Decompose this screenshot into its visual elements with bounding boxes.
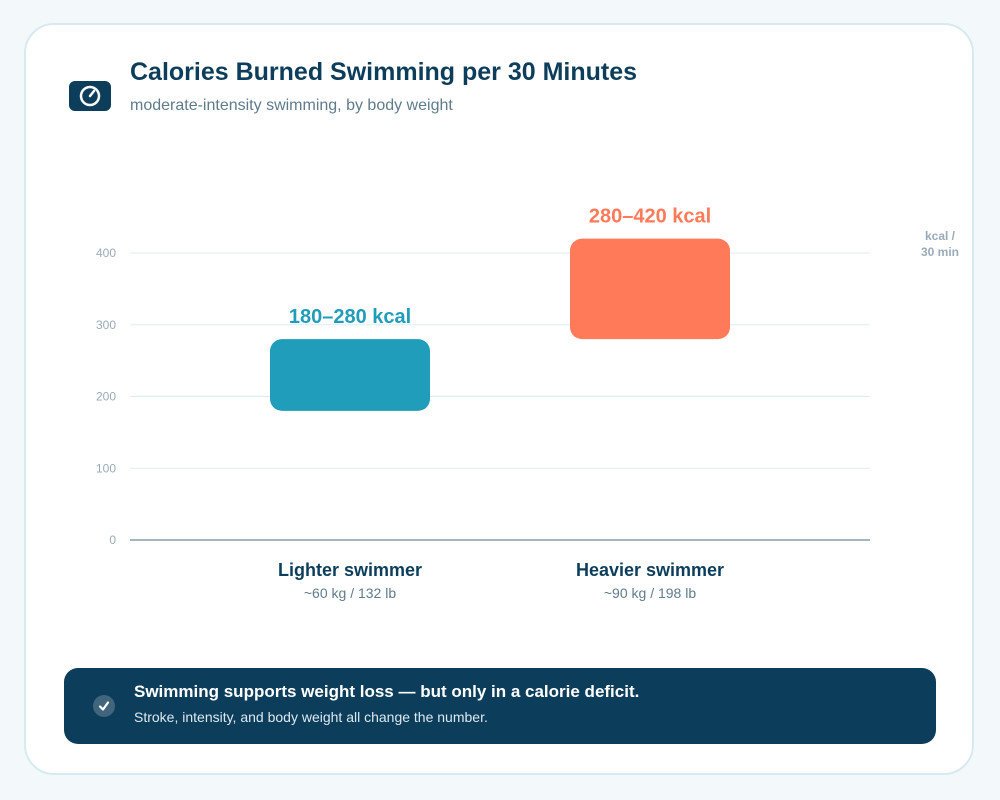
range-value-label: 280–420 kcal <box>589 206 711 228</box>
banner-headline: Swimming supports weight loss — but only… <box>134 682 640 701</box>
y-tick-label: 300 <box>96 318 116 332</box>
y-axis-unit-label: kcal / <box>925 229 956 243</box>
category-label: Lighter swimmer <box>278 560 422 580</box>
chart-card <box>24 23 974 775</box>
range-bar <box>270 339 430 411</box>
range-value-label: 180–280 kcal <box>289 306 411 328</box>
category-sublabel: ~60 kg / 132 lb <box>304 585 396 601</box>
y-axis-unit-label: 30 min <box>921 245 959 259</box>
y-tick-label: 200 <box>96 390 116 404</box>
takeaway-banner: Swimming supports weight loss — but only… <box>64 668 936 744</box>
gauge-icon <box>69 81 111 111</box>
chart-title: Calories Burned Swimming per 30 Minutes <box>130 58 638 86</box>
category-sublabel: ~90 kg / 198 lb <box>604 585 696 601</box>
y-tick-label: 0 <box>109 533 116 547</box>
checkmark-icon <box>93 695 115 717</box>
y-tick-label: 100 <box>96 461 116 475</box>
range-bar <box>570 238 730 340</box>
chart-subtitle: moderate-intensity swimming, by body wei… <box>130 97 453 114</box>
banner-note: Stroke, intensity, and body weight all c… <box>134 709 488 725</box>
y-tick-label: 400 <box>96 246 116 260</box>
category-label: Heavier swimmer <box>576 560 724 580</box>
